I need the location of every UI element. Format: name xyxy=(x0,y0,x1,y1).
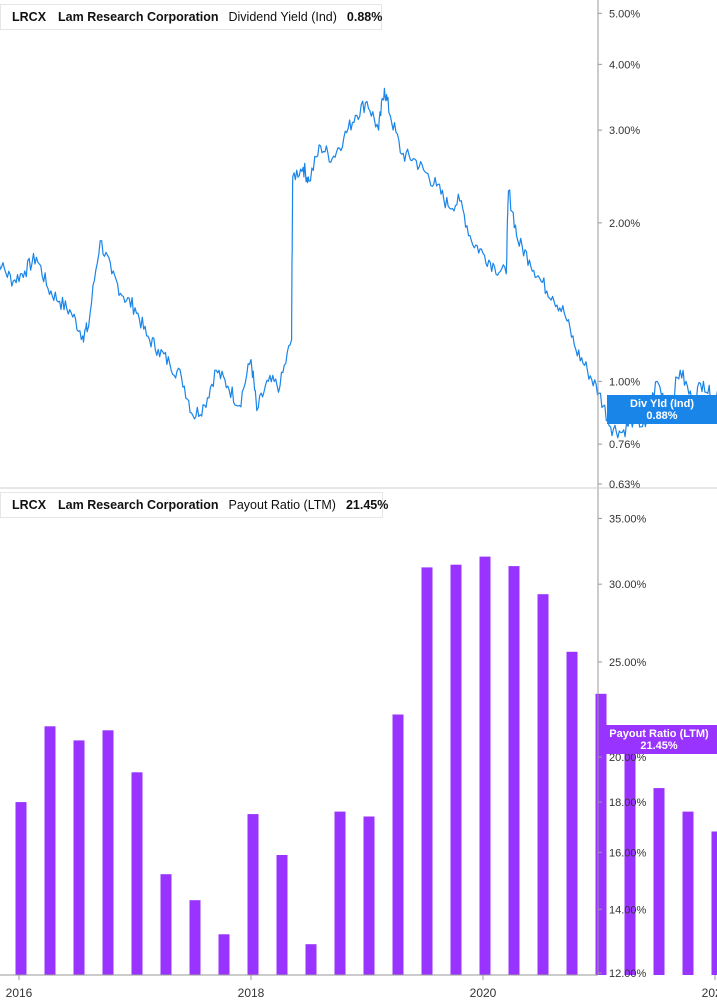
y-tick-label: 3.00% xyxy=(609,125,640,137)
x-tick-label: 2022 xyxy=(702,986,717,1000)
payout-bar[interactable] xyxy=(276,855,288,975)
legend-company: Lam Research Corporation xyxy=(58,10,219,24)
y-tick-label: 35.00% xyxy=(609,513,647,525)
tag-label: Div Yld (Ind) xyxy=(630,397,694,410)
payout-bar[interactable] xyxy=(682,811,694,975)
payout-bar[interactable] xyxy=(450,564,462,975)
y-tick-label: 20.00% xyxy=(609,752,647,764)
legend-payout-ratio: LRCX Lam Research Corporation Payout Rat… xyxy=(0,492,388,518)
payout-bar[interactable] xyxy=(305,944,317,975)
payout-bar[interactable] xyxy=(218,934,230,975)
legend-ticker: LRCX xyxy=(12,10,47,24)
payout-bar[interactable] xyxy=(363,816,375,976)
legend-ticker: LRCX xyxy=(12,498,47,512)
y-tick-label: 12.00% xyxy=(609,968,647,980)
payout-bar[interactable] xyxy=(711,831,717,976)
y-tick-label: 30.00% xyxy=(609,579,647,591)
x-tick-label: 2016 xyxy=(6,986,33,1000)
tag-value: 21.45% xyxy=(640,739,678,752)
dividend-yield-value-tag: Div Yld (Ind) 0.88% xyxy=(607,395,717,424)
payout-bar[interactable] xyxy=(44,726,56,975)
payout-bar[interactable] xyxy=(537,594,549,975)
y-tick-label: 0.76% xyxy=(609,439,640,451)
x-tick-label: 2020 xyxy=(470,986,497,1000)
payout-bars xyxy=(15,556,717,976)
legend-value: 21.45% xyxy=(345,498,389,512)
payout-bar[interactable] xyxy=(247,814,259,975)
y-tick-label: 25.00% xyxy=(609,657,647,669)
legend-company: Lam Research Corporation xyxy=(58,498,219,512)
y-tick-label: 4.00% xyxy=(609,59,640,71)
payout-bar[interactable] xyxy=(73,740,85,975)
legend-value: 0.88% xyxy=(346,10,383,24)
legend-dividend-yield: LRCX Lam Research Corporation Dividend Y… xyxy=(0,4,382,30)
payout-ratio-value-tag: Payout Ratio (LTM) 21.45% xyxy=(601,725,717,754)
payout-bar[interactable] xyxy=(653,788,665,975)
y-tick-label: 14.00% xyxy=(609,904,647,916)
x-tick-label: 2018 xyxy=(238,986,265,1000)
payout-bar[interactable] xyxy=(566,651,578,975)
payout-bar[interactable] xyxy=(508,566,520,975)
payout-bar[interactable] xyxy=(624,746,636,975)
tag-value: 0.88% xyxy=(646,409,678,422)
tag-label: Payout Ratio (LTM) xyxy=(609,727,709,740)
y-tick-label: 2.00% xyxy=(609,218,640,230)
payout-bar[interactable] xyxy=(421,567,433,975)
legend-metric: Dividend Yield (Ind) xyxy=(228,10,337,24)
payout-bar[interactable] xyxy=(15,802,27,975)
y-tick-label: 16.00% xyxy=(609,847,647,859)
y-tick-label: 5.00% xyxy=(609,8,640,20)
dividend-yield-series-line xyxy=(0,87,717,439)
y-tick-label: 0.63% xyxy=(609,479,640,491)
payout-bar[interactable] xyxy=(189,900,201,975)
legend-metric: Payout Ratio (LTM) xyxy=(228,498,336,512)
dividend-yield-line xyxy=(0,87,717,439)
y-tick-label: 1.00% xyxy=(609,376,640,388)
payout-bar[interactable] xyxy=(392,714,404,976)
payout-bar[interactable] xyxy=(334,811,346,975)
payout-bar[interactable] xyxy=(131,772,143,975)
payout-bar[interactable] xyxy=(479,556,491,975)
payout-bar[interactable] xyxy=(595,693,607,975)
payout-bar[interactable] xyxy=(102,730,114,975)
payout-bar[interactable] xyxy=(160,874,172,975)
y-tick-label: 18.00% xyxy=(609,797,647,809)
